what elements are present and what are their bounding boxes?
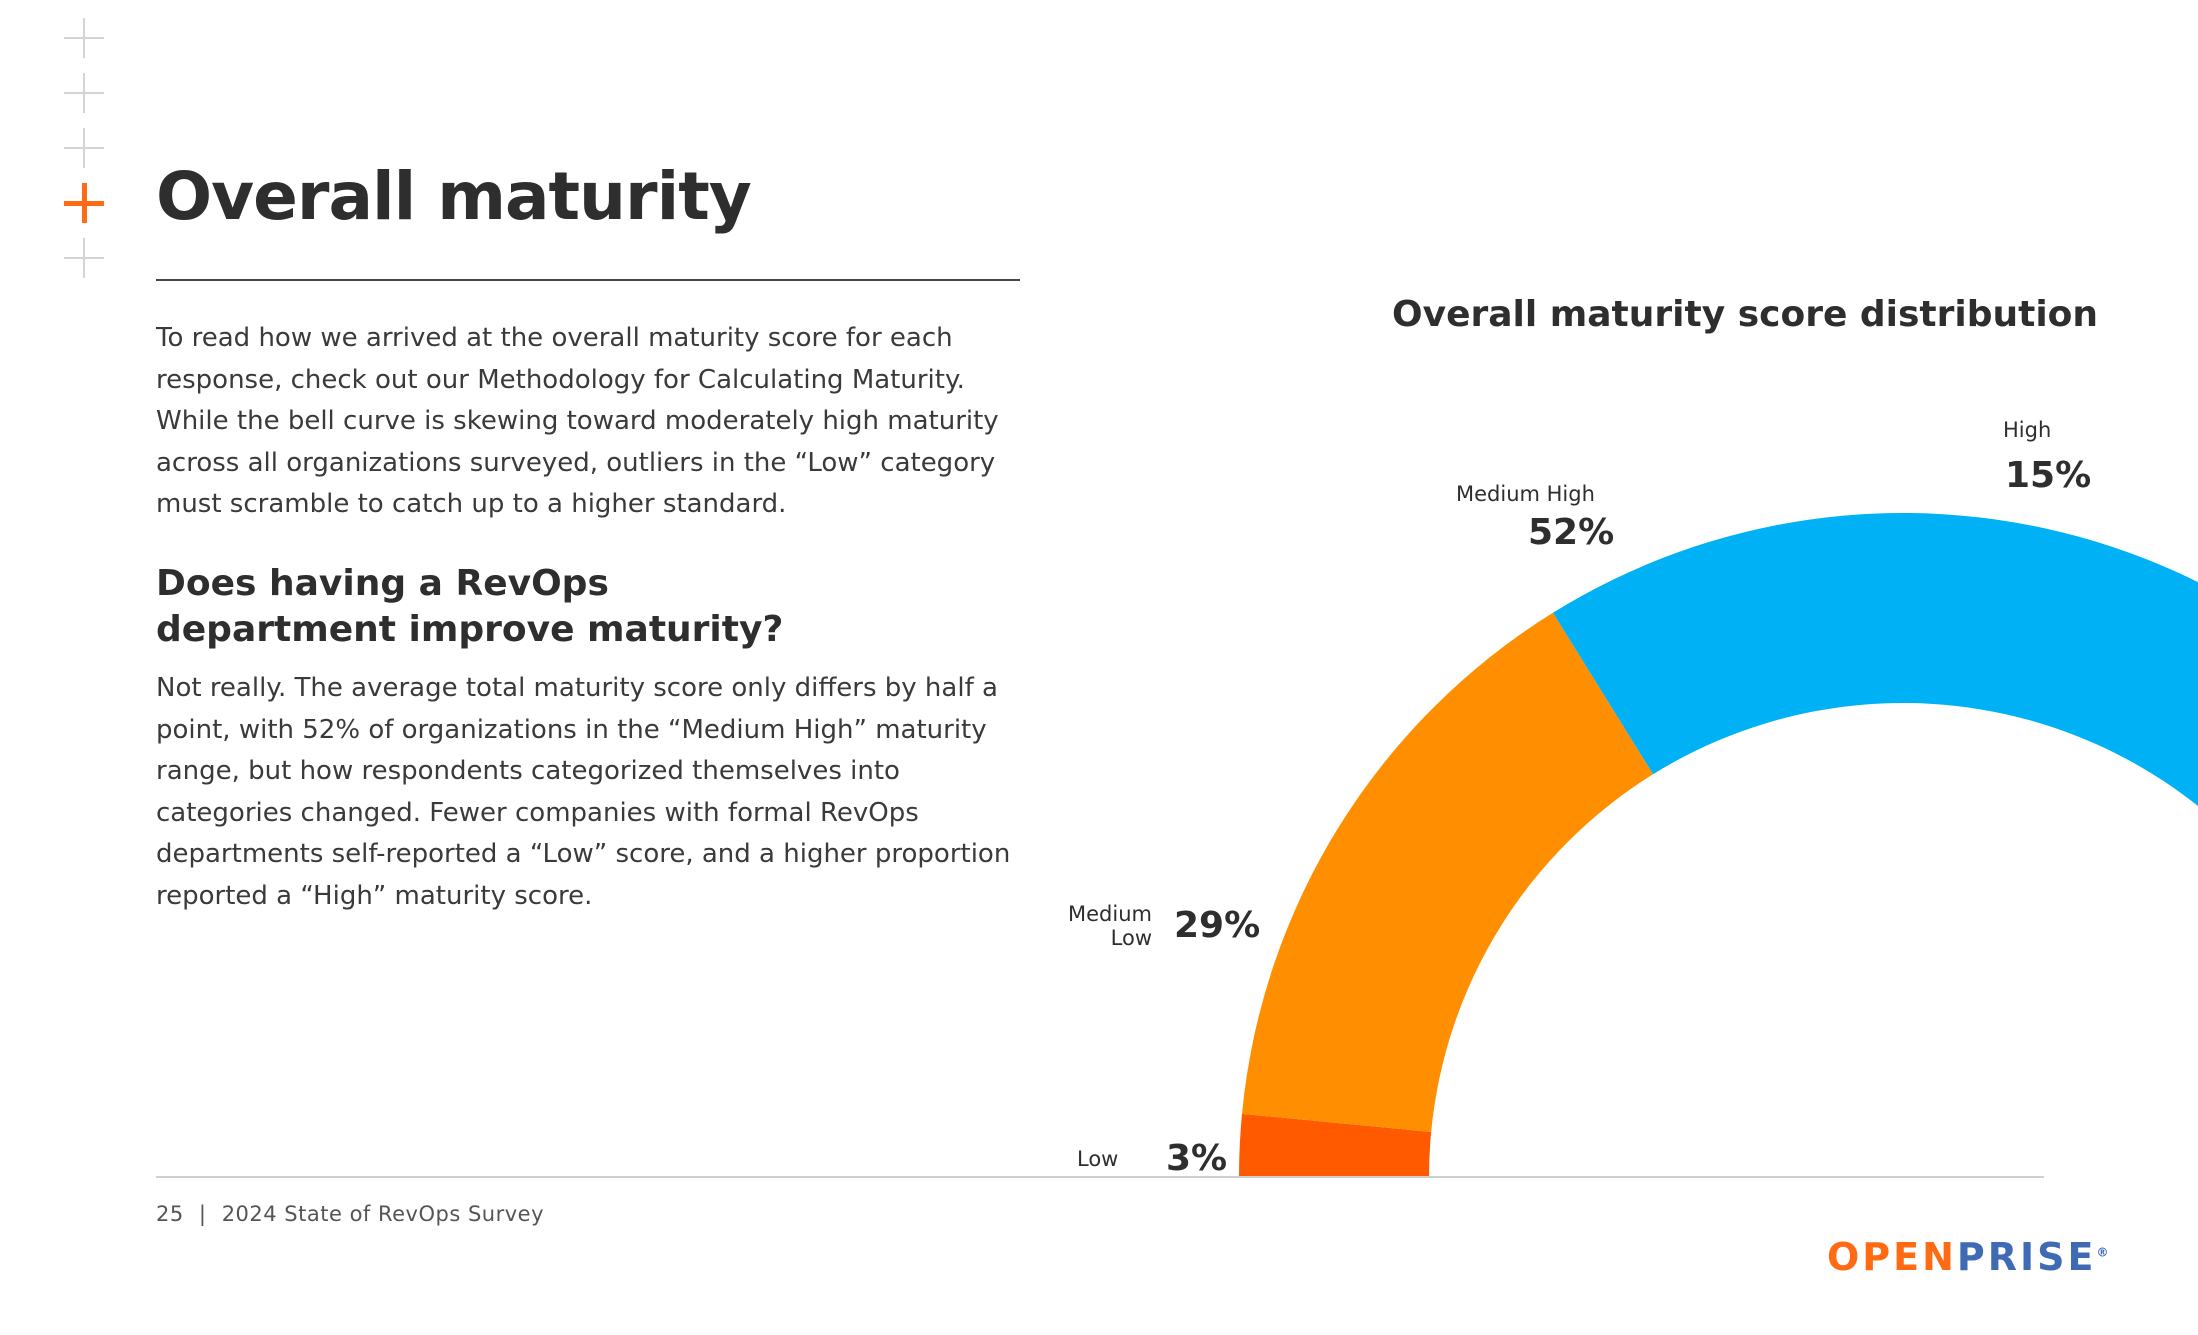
segment-low [1239, 1113, 1432, 1177]
page-title: Overall maturity [156, 158, 752, 235]
chart-title: Overall maturity score distribution [1392, 294, 2099, 335]
segment-medium-high [1552, 513, 2198, 807]
intro-paragraph: To read how we arrived at the overall ma… [156, 323, 999, 519]
plus-marker-icon [64, 238, 104, 278]
footer: 25 | 2024 State of RevOps Survey [156, 1202, 544, 1226]
label-medium-high: Medium High [1456, 482, 1595, 506]
plus-marker-icon [64, 73, 104, 113]
plus-marker-icon [64, 128, 104, 168]
logo-trademark: ® [2096, 1245, 2109, 1260]
label-low: Low [1077, 1147, 1119, 1171]
label-medium-low: Medium Low [1068, 902, 1152, 950]
title-divider [156, 279, 1020, 281]
logo-part-prise: PRISE [1956, 1235, 2097, 1279]
section-heading: Does having a RevOps department improve … [156, 563, 784, 650]
footer-separator: | [198, 1202, 207, 1226]
page-number: 25 [156, 1202, 184, 1226]
logo-part-open: OPEN [1827, 1235, 1957, 1279]
value-low: 3% [1166, 1138, 1228, 1179]
label-high: High [2003, 418, 2052, 442]
document-title: 2024 State of RevOps Survey [221, 1202, 545, 1226]
plus-marker-icon [64, 18, 104, 58]
plus-marker-active-icon [64, 183, 104, 223]
segment-medium-low [1242, 612, 1654, 1132]
value-medium-high: 52% [1528, 512, 1615, 553]
footer-divider [156, 1176, 2044, 1178]
value-medium-low: 29% [1174, 905, 1261, 946]
answer-paragraph: Not really. The average total maturity s… [156, 673, 1011, 911]
value-high: 15% [2005, 455, 2092, 496]
openprise-logo: OPENPRISE® [1827, 1235, 2109, 1279]
